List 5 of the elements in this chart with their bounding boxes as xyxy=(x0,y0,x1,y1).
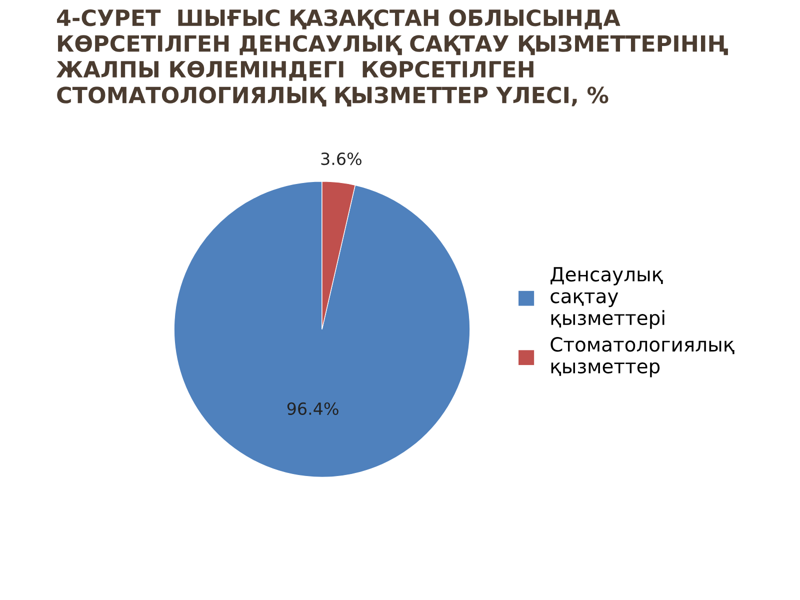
legend-label: Денсаулық сақтау қызметтері xyxy=(550,267,664,329)
data-label: 3.6% xyxy=(321,152,362,166)
legend-label: Стоматологиялық қызметтер xyxy=(550,337,734,378)
chart-title: 4-СУРЕТ ШЫҒЫС ҚАЗАҚСТАН ОБЛЫСЫНДА КӨРСЕТІЛГЕН ДЕНСАУЛЫҚ САҚТАУ ҚЫЗМЕТТЕРІНІҢ ЖАЛПЫ КӨЛЕМІНДЕГІ КӨРСЕТІЛГЕН СТОМАТОЛОГИЯЛЫҚ ҚЫЗМЕТТЕР ҮЛЕСІ, % xyxy=(56,9,728,107)
data-label: 96.4% xyxy=(287,402,338,415)
